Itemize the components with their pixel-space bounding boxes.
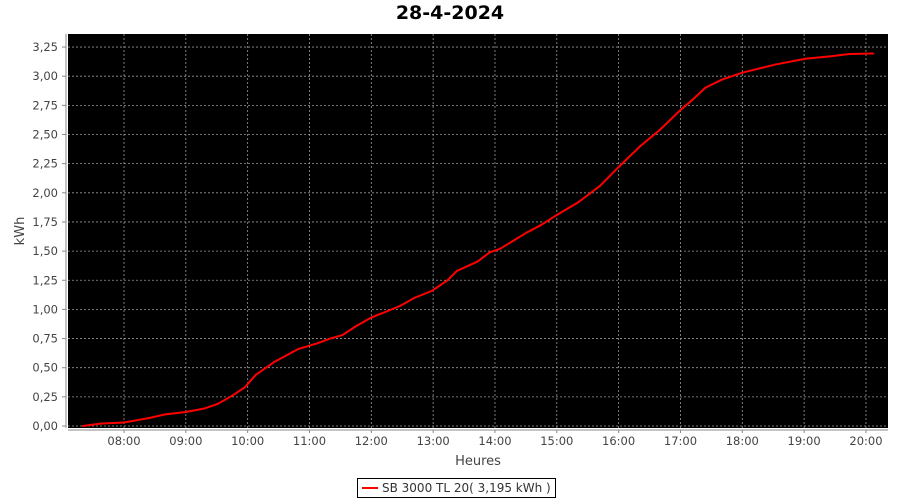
data-point — [499, 247, 502, 250]
data-point — [639, 145, 642, 148]
data-point — [273, 360, 276, 363]
y-tick-label: 1,50 — [32, 244, 58, 258]
data-point — [555, 213, 558, 216]
y-tick-label: 1,25 — [32, 273, 58, 287]
data-point — [184, 411, 187, 414]
data-point — [413, 296, 416, 299]
y-tick-label: 2,25 — [32, 157, 58, 171]
plot-area — [68, 34, 888, 428]
data-point — [679, 109, 682, 112]
x-tick-label: 17:00 — [664, 434, 697, 448]
y-axis-label: kWh — [13, 217, 28, 246]
data-point — [370, 316, 373, 319]
data-point — [704, 86, 707, 89]
x-tick-label: 20:00 — [849, 434, 882, 448]
y-tick-label: 1,00 — [32, 302, 58, 316]
data-point — [164, 413, 167, 416]
data-point — [720, 78, 723, 81]
x-tick-label: 11:00 — [293, 434, 326, 448]
data-point — [81, 425, 84, 427]
data-point — [341, 334, 344, 337]
data-point — [525, 231, 528, 234]
x-tick-label: 18:00 — [726, 434, 759, 448]
grid — [68, 34, 888, 428]
data-point — [297, 348, 300, 351]
y-tick-label: 0,75 — [32, 332, 58, 346]
data-point — [353, 325, 356, 328]
y-tick-label: 2,00 — [32, 186, 58, 200]
data-point — [476, 260, 479, 263]
data-point — [539, 224, 542, 227]
data-point — [99, 422, 102, 425]
y-tick-label: 3,00 — [32, 69, 58, 83]
data-point — [691, 98, 694, 101]
data-point — [316, 342, 319, 345]
data-point — [203, 407, 206, 410]
data-point — [399, 304, 402, 307]
legend-label: SB 3000 TL 20( 3,195 kWh ) — [382, 481, 551, 495]
data-point — [431, 289, 434, 292]
y-tick-label: 0,50 — [32, 361, 58, 375]
x-tick-label: 13:00 — [417, 434, 450, 448]
x-tick-label: 08:00 — [107, 434, 140, 448]
data-point — [848, 53, 851, 56]
x-tick-label: 19:00 — [788, 434, 821, 448]
x-tick-label: 12:00 — [355, 434, 388, 448]
data-point — [148, 416, 151, 419]
x-tick-label: 16:00 — [602, 434, 635, 448]
x-tick-label: 10:00 — [231, 434, 264, 448]
data-point — [455, 269, 458, 272]
data-point — [599, 184, 602, 187]
data-point — [254, 373, 257, 376]
data-point — [329, 337, 332, 340]
legend-swatch — [362, 487, 378, 489]
data-point — [231, 394, 234, 397]
data-point — [741, 71, 744, 74]
y-tick-label: 0,00 — [32, 419, 58, 433]
data-point — [618, 164, 621, 167]
legend: SB 3000 TL 20( 3,195 kWh ) — [357, 478, 556, 498]
data-point — [872, 52, 875, 55]
data-point — [488, 251, 491, 254]
x-axis-label: Heures — [455, 454, 501, 469]
x-tick-label: 09:00 — [169, 434, 202, 448]
data-point — [774, 63, 777, 66]
chart-title: 28-4-2024 — [395, 2, 505, 24]
data-point — [658, 128, 661, 131]
data-point — [243, 386, 246, 389]
data-point — [123, 421, 125, 424]
x-tick-label: 15:00 — [540, 434, 573, 448]
data-point — [577, 201, 580, 204]
data-point — [804, 57, 807, 60]
y-tick-label: 1,75 — [32, 215, 58, 229]
data-point — [828, 55, 831, 58]
y-tick-label: 3,25 — [32, 40, 58, 54]
x-tick-label: 14:00 — [478, 434, 511, 448]
series-line — [82, 52, 874, 427]
y-tick-label: 0,25 — [32, 390, 58, 404]
y-tick-label: 2,75 — [32, 98, 58, 112]
data-point — [216, 402, 219, 405]
data-point — [446, 279, 449, 282]
y-tick-label: 2,50 — [32, 128, 58, 142]
